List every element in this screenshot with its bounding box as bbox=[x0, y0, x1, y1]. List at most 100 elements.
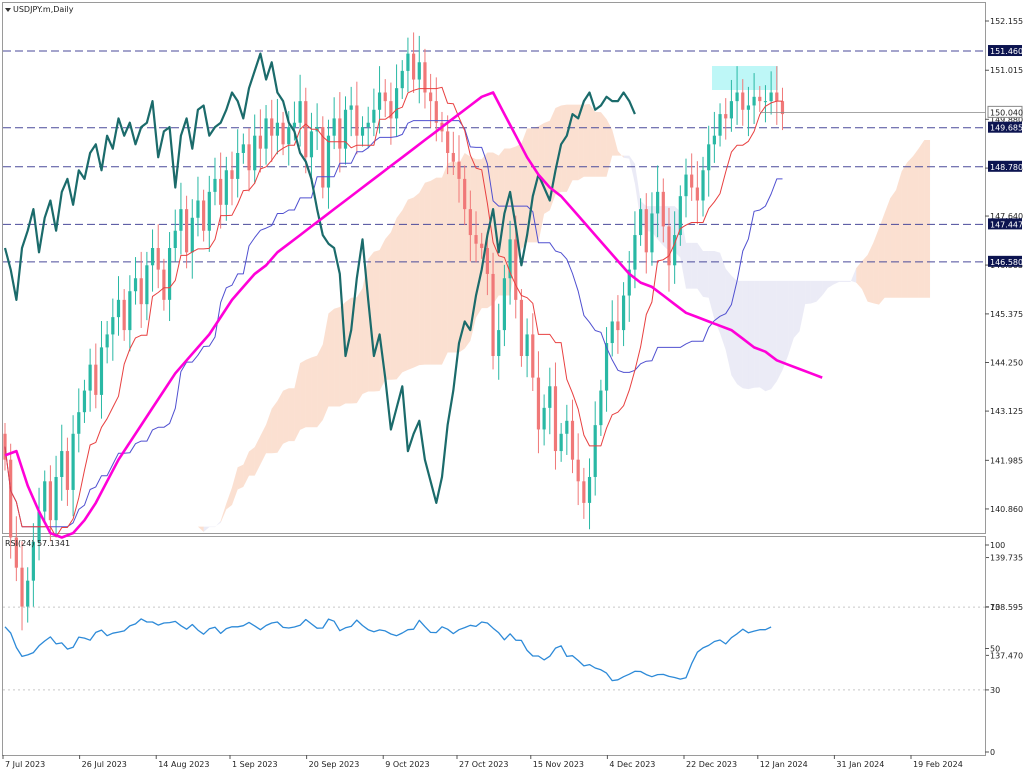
candle-body bbox=[350, 105, 353, 109]
price-tick-label: 140.860 bbox=[990, 505, 1023, 514]
candle-body bbox=[281, 123, 284, 145]
cloud-segment bbox=[703, 251, 709, 298]
candle-body bbox=[72, 434, 75, 490]
candle-body bbox=[429, 92, 432, 101]
candle-body bbox=[418, 62, 421, 79]
candle-body bbox=[145, 265, 148, 304]
candle-body bbox=[372, 110, 375, 123]
cloud-segment bbox=[902, 162, 908, 297]
candle-body bbox=[457, 162, 460, 179]
candle-body bbox=[9, 460, 12, 538]
candle-body bbox=[106, 334, 109, 347]
current-price-label: 150.040 bbox=[990, 108, 1023, 117]
candle-body bbox=[196, 200, 199, 217]
time-tick-label: 22 Dec 2023 bbox=[686, 760, 737, 769]
candle-body bbox=[724, 114, 727, 118]
level-label: 149.685 bbox=[990, 124, 1023, 133]
candle-body bbox=[696, 188, 699, 201]
candle-body bbox=[560, 434, 563, 451]
candle-body bbox=[622, 296, 625, 331]
candle-body bbox=[690, 175, 693, 188]
candle-body bbox=[83, 391, 86, 413]
cloud-segment bbox=[845, 281, 851, 282]
cloud-segment bbox=[811, 281, 817, 304]
cloud-segment bbox=[385, 232, 391, 380]
candle-body bbox=[111, 317, 114, 334]
candle-body bbox=[338, 118, 341, 148]
time-tick-label: 14 Aug 2023 bbox=[158, 760, 209, 769]
candle-body bbox=[718, 114, 721, 136]
time-axis: 7 Jul 2023 26 Jul 2023 14 Aug 2023 1 Sep 20… bbox=[3, 755, 963, 769]
candle-body bbox=[225, 170, 228, 205]
price-tick-label: 151.015 bbox=[990, 66, 1023, 75]
candle-body bbox=[179, 209, 182, 231]
candle-body bbox=[367, 123, 370, 127]
level-label: 151.460 bbox=[990, 47, 1023, 56]
candle-body bbox=[168, 248, 171, 300]
candle-body bbox=[503, 278, 506, 330]
candle-body bbox=[327, 136, 330, 188]
candle-body bbox=[633, 235, 636, 270]
candle-body bbox=[20, 568, 23, 607]
time-tick-label: 4 Dec 2023 bbox=[609, 760, 655, 769]
rsi-panel bbox=[3, 537, 986, 756]
candle-body bbox=[753, 97, 756, 106]
cloud-segment bbox=[754, 281, 760, 388]
price-tick-label: 152.155 bbox=[990, 17, 1023, 26]
cloud-segment bbox=[311, 356, 317, 428]
time-tick-label: 26 Jul 2023 bbox=[82, 760, 127, 769]
candle-body bbox=[49, 481, 52, 520]
candle-body bbox=[582, 481, 585, 503]
candle-body bbox=[554, 386, 557, 451]
price-tick-label: 143.125 bbox=[990, 407, 1023, 416]
candle-body bbox=[230, 170, 233, 179]
cloud-segment bbox=[561, 105, 567, 192]
candle-body bbox=[247, 144, 250, 170]
price-tick-label: 141.985 bbox=[990, 456, 1023, 465]
time-tick-label: 27 Oct 2023 bbox=[459, 760, 508, 769]
price-tick-label: 139.735 bbox=[990, 554, 1023, 563]
candle-body bbox=[117, 300, 120, 317]
candle-body bbox=[100, 347, 103, 395]
candle-body bbox=[463, 179, 466, 209]
candle-body bbox=[656, 192, 659, 214]
candle-body bbox=[66, 451, 69, 490]
candle-body bbox=[208, 192, 211, 231]
candle-body bbox=[401, 71, 404, 88]
cloud-segment bbox=[714, 251, 720, 333]
candle-body bbox=[355, 105, 358, 135]
candle-body bbox=[43, 481, 46, 511]
rsi-tick-label: 100 bbox=[990, 541, 1005, 550]
cloud-segment bbox=[913, 148, 919, 297]
time-tick-label: 1 Sep 2023 bbox=[232, 760, 278, 769]
cloud-segment bbox=[919, 140, 925, 298]
candle-body bbox=[202, 200, 205, 230]
cloud-segment bbox=[402, 200, 408, 373]
candle-body bbox=[577, 460, 580, 482]
level-label: 147.447 bbox=[990, 220, 1023, 229]
cloud-segment bbox=[782, 281, 788, 370]
candle-body bbox=[174, 231, 177, 248]
time-tick-label: 19 Feb 2024 bbox=[913, 760, 963, 769]
time-tick-label: 31 Jan 2024 bbox=[836, 760, 884, 769]
candle-body bbox=[134, 278, 137, 291]
cloud-segment bbox=[692, 243, 698, 289]
cloud-segment bbox=[584, 104, 590, 177]
time-tick-label: 7 Jul 2023 bbox=[5, 760, 45, 769]
candle-body bbox=[707, 144, 710, 170]
candle-body bbox=[713, 136, 716, 145]
candle-body bbox=[520, 300, 523, 356]
candle-body bbox=[259, 136, 262, 149]
cloud-segment bbox=[289, 388, 295, 441]
candle-body bbox=[764, 101, 767, 102]
candle-body bbox=[469, 209, 472, 235]
candle-body bbox=[287, 127, 290, 144]
candle-body bbox=[616, 321, 619, 330]
candle-body bbox=[741, 92, 744, 109]
candle-body bbox=[242, 144, 245, 153]
cloud-segment bbox=[924, 140, 930, 298]
time-tick-label: 12 Jan 2024 bbox=[760, 760, 808, 769]
